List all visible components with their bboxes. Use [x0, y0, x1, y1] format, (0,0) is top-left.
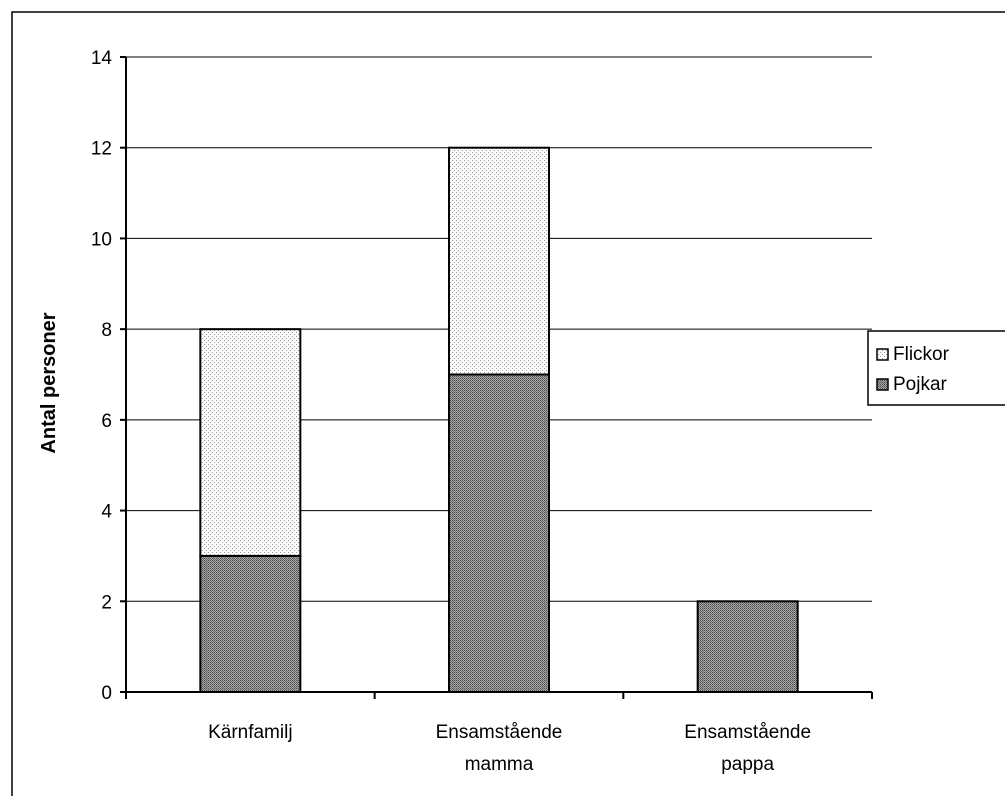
- bar-flickor-0: [199, 328, 302, 557]
- legend-swatch-flickor: [876, 348, 889, 361]
- x-category-label-0-0: Kärnfamilj: [208, 722, 292, 743]
- legend: Flickor Pojkar: [867, 330, 1005, 406]
- legend-swatch-pojkar: [876, 378, 889, 391]
- y-tick-label-0: 0: [101, 683, 112, 704]
- x-category-label-2-0: Ensamstående: [684, 722, 811, 743]
- legend-label-pojkar: Pojkar: [893, 374, 948, 395]
- y-tick-label-12: 12: [91, 139, 112, 160]
- y-tick-label-4: 4: [101, 502, 112, 523]
- y-tick-label-2: 2: [101, 592, 112, 613]
- y-tick-labels: 0 2 4 6 8 10 12 14: [91, 48, 113, 704]
- bars: [199, 146, 799, 694]
- bar-flickor-1: [448, 146, 550, 376]
- x-category-label-1-1: mamma: [465, 754, 534, 775]
- y-tick-label-14: 14: [91, 48, 113, 69]
- y-tick-label-8: 8: [101, 320, 112, 341]
- bar-pojkar-2: [696, 600, 799, 693]
- y-tick-label-10: 10: [91, 229, 112, 250]
- y-axis-label: Antal personer: [38, 312, 60, 453]
- axes: [120, 56, 873, 699]
- bar-pojkar-1: [448, 373, 550, 693]
- legend-label-flickor: Flickor: [893, 344, 950, 365]
- x-category-labels: Kärnfamilj Ensamstående mamma Ensamstående p…: [208, 722, 811, 775]
- y-tick-label-6: 6: [101, 411, 112, 432]
- bar-pojkar-0: [199, 554, 302, 694]
- x-category-label-1-0: Ensamstående: [436, 722, 563, 743]
- x-category-label-2-1: pappa: [721, 754, 774, 775]
- legend-box: [867, 330, 1005, 406]
